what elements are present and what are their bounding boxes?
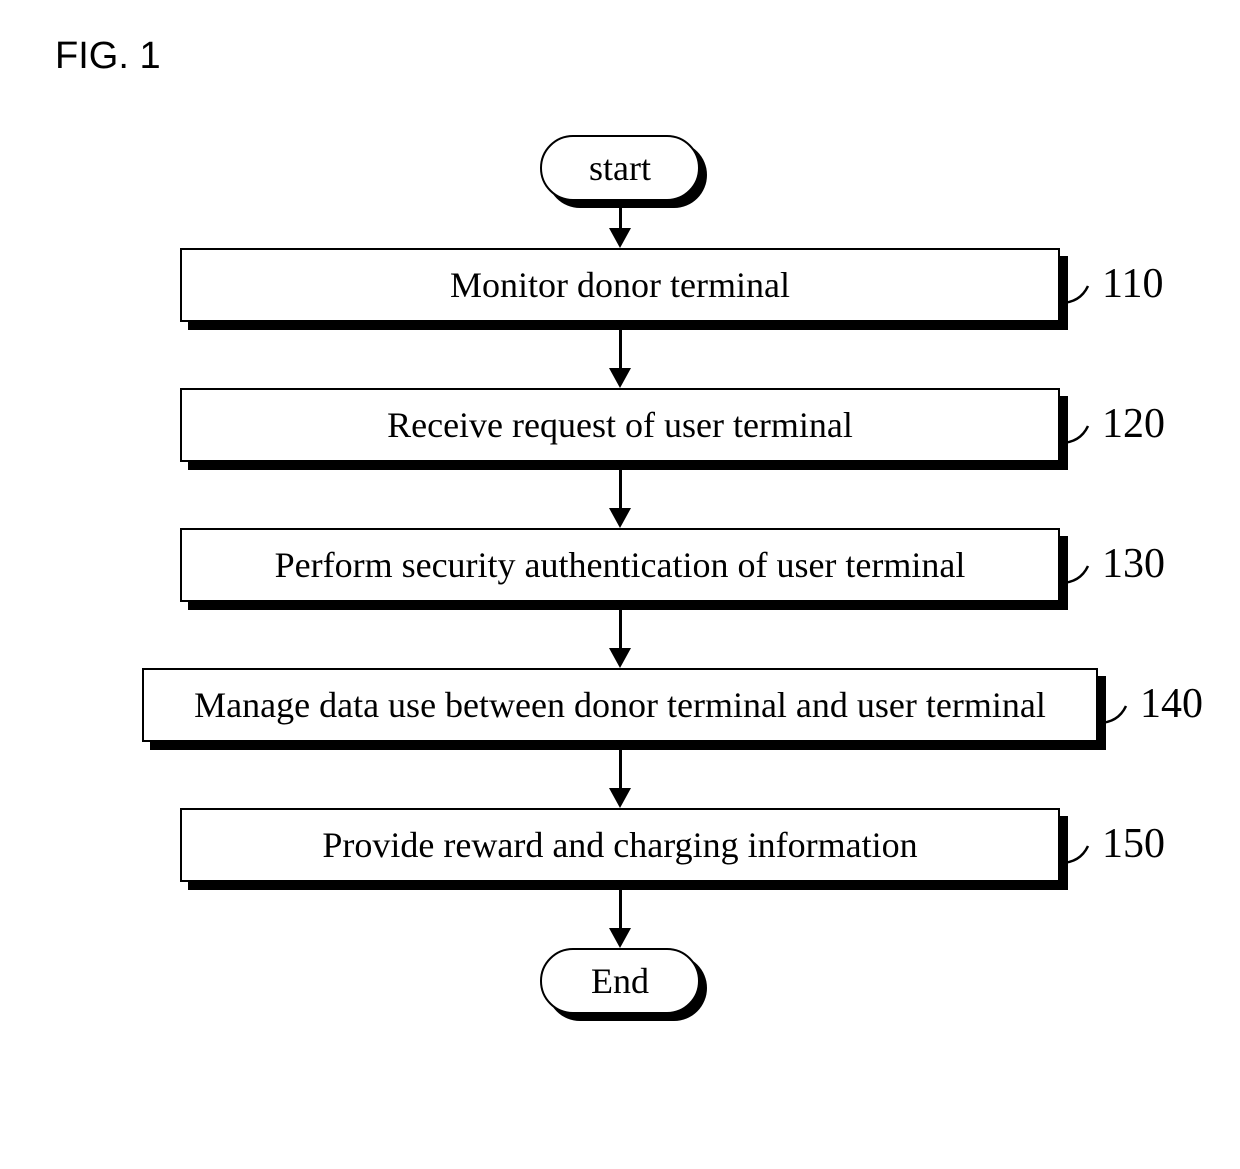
process-label: Monitor donor terminal <box>450 264 790 306</box>
flow-arrow <box>619 610 622 668</box>
process-label: Receive request of user terminal <box>387 404 853 446</box>
process-150: Provide reward and charging information … <box>180 808 1060 890</box>
process-label: Perform security authentication of user … <box>275 544 966 586</box>
arrow-head <box>609 648 631 668</box>
arrow-head <box>609 928 631 948</box>
arrow-line <box>619 610 622 648</box>
flowchart-container: start Monitor donor terminal 110 Receive… <box>0 135 1240 1014</box>
process-box: Monitor donor terminal <box>180 248 1060 322</box>
arrow-line <box>619 208 622 228</box>
process-box: Manage data use between donor terminal a… <box>142 668 1098 742</box>
process-120: Receive request of user terminal 120 <box>180 388 1060 470</box>
arrow-line <box>619 470 622 508</box>
arrow-head <box>609 368 631 388</box>
process-110: Monitor donor terminal 110 <box>180 248 1060 330</box>
process-130: Perform security authentication of user … <box>180 528 1060 610</box>
flow-arrow <box>619 208 622 248</box>
terminator-box: start <box>540 135 700 201</box>
process-box: Receive request of user terminal <box>180 388 1060 462</box>
flow-arrow <box>619 330 622 388</box>
process-140: Manage data use between donor terminal a… <box>142 668 1098 750</box>
arrow-line <box>619 890 622 928</box>
step-label: 120 <box>1102 400 1165 448</box>
process-label: Provide reward and charging information <box>322 824 917 866</box>
flow-arrow <box>619 470 622 528</box>
step-label: 110 <box>1102 260 1163 308</box>
terminator-label: End <box>591 960 649 1002</box>
arrow-head <box>609 788 631 808</box>
arrow-head <box>609 508 631 528</box>
flow-arrow <box>619 890 622 948</box>
arrow-line <box>619 750 622 788</box>
terminator-end: End <box>540 948 700 1014</box>
step-label: 140 <box>1140 680 1203 728</box>
process-box: Provide reward and charging information <box>180 808 1060 882</box>
figure-label: FIG. 1 <box>55 35 161 78</box>
terminator-label: start <box>589 147 651 189</box>
terminator-start: start <box>540 135 700 201</box>
process-label: Manage data use between donor terminal a… <box>194 684 1046 726</box>
flow-arrow <box>619 750 622 808</box>
terminator-box: End <box>540 948 700 1014</box>
process-box: Perform security authentication of user … <box>180 528 1060 602</box>
step-label: 130 <box>1102 540 1165 588</box>
step-label: 150 <box>1102 820 1165 868</box>
arrow-line <box>619 330 622 368</box>
arrow-head <box>609 228 631 248</box>
